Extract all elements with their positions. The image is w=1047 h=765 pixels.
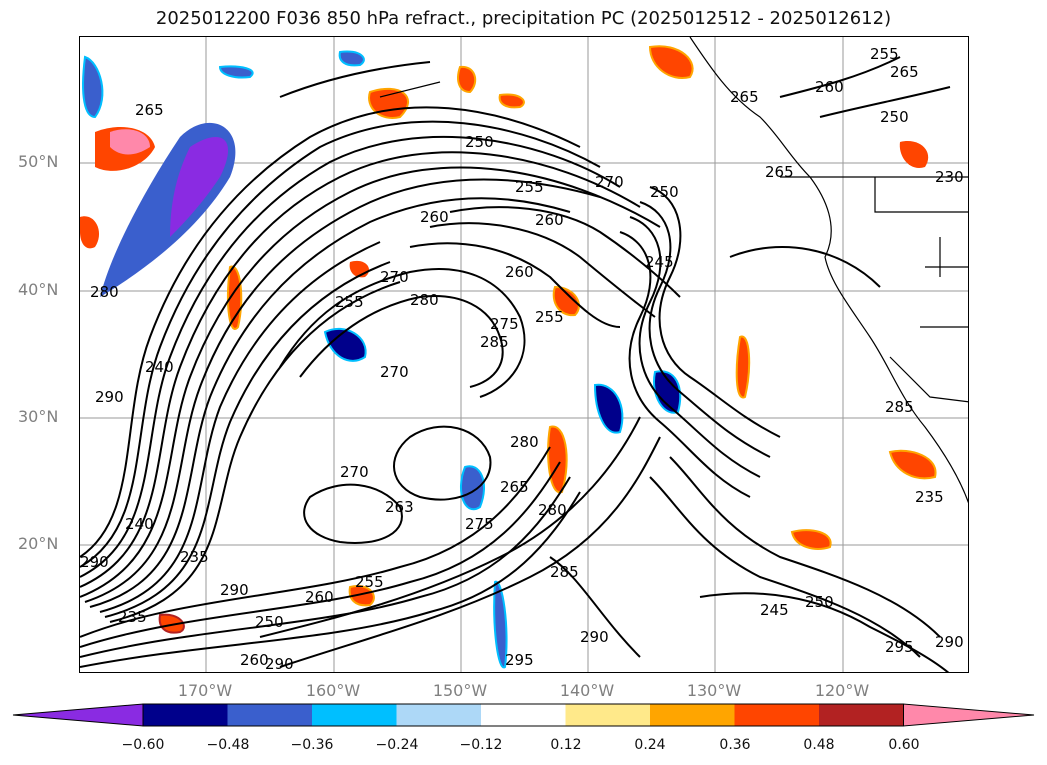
lat-label: 20°N: [18, 534, 59, 553]
contour-label: 240: [145, 358, 174, 376]
contour-label: 250: [255, 613, 284, 631]
contour-label: 260: [420, 208, 449, 226]
colorbar-border: [142, 703, 904, 727]
lat-label: 40°N: [18, 280, 59, 299]
lon-label: 160°W: [305, 681, 361, 700]
contour-label: 265: [500, 478, 529, 496]
contour-label: 295: [885, 638, 914, 656]
contour-label: 245: [645, 253, 674, 271]
lon-label: 130°W: [686, 681, 742, 700]
colorbar-tick-label: 0.60: [888, 737, 920, 753]
contour-label: 260: [535, 211, 564, 229]
map-plot-area[interactable]: 265 250 255 260 270 245 280 275 260 255 …: [79, 36, 969, 673]
contour-label: 285: [885, 398, 914, 416]
contour-label: 235: [118, 608, 147, 626]
map-canvas: 265 250 255 260 270 245 280 275 260 255 …: [80, 37, 968, 673]
lon-label: 120°W: [814, 681, 870, 700]
colorbar-cell: [481, 704, 566, 726]
coastline: [379, 37, 968, 504]
contour-label: 270: [380, 363, 409, 381]
contour-label: 263: [385, 498, 414, 516]
colorbar-cell: [396, 704, 481, 726]
colorbar-cell: [227, 704, 312, 726]
contour-label: 255: [335, 293, 364, 311]
contour-label: 260: [305, 588, 334, 606]
contour-label: 295: [505, 651, 534, 669]
contour-label: 285: [480, 333, 509, 351]
colorbar-tick-label: 0.48: [803, 737, 835, 753]
colorbar-tick-label: −0.36: [290, 737, 334, 753]
colorbar-cell: [565, 704, 650, 726]
colorbar-tick-label: −0.48: [206, 737, 250, 753]
graticule: [80, 37, 968, 672]
colorbar-tick-label: 0.12: [550, 737, 582, 753]
contour-label: 265: [730, 88, 759, 106]
contour-label: 265: [890, 63, 919, 81]
contour-label: 240: [125, 515, 154, 533]
contour-label: 250: [465, 133, 494, 151]
contour-label: 260: [240, 651, 269, 669]
colorbar-tick-label: −0.12: [459, 737, 503, 753]
contour-label: 255: [870, 45, 899, 63]
contour-label: 250: [650, 183, 679, 201]
colorbar: [12, 703, 1035, 727]
contour-label: 270: [595, 173, 624, 191]
contour-label: 235: [180, 548, 209, 566]
contour-label: 275: [465, 515, 494, 533]
contour-label: 280: [510, 433, 539, 451]
colorbar-tick-label: −0.24: [375, 737, 419, 753]
contour-label: 290: [95, 388, 124, 406]
contour-label: 235: [915, 488, 944, 506]
colorbar-cell: [819, 704, 904, 726]
contour-label: 270: [380, 268, 409, 286]
contour-label: 290: [580, 628, 609, 646]
colorbar-cell: [312, 704, 397, 726]
colorbar-extend-min: [12, 703, 144, 727]
colorbar-extend-max: [903, 703, 1035, 727]
colorbar-tick-label: 0.36: [719, 737, 751, 753]
contour-label: 260: [505, 263, 534, 281]
contour-label: 255: [355, 573, 384, 591]
contour-label: 290: [80, 553, 109, 571]
contour-label: 285: [550, 563, 579, 581]
contour-label: 270: [340, 463, 369, 481]
contour-label: 265: [135, 101, 164, 119]
colorbar-cell: [734, 704, 819, 726]
contour-label: 255: [515, 178, 544, 196]
map-title: 2025012200 F036 850 hPa refract., precip…: [155, 8, 892, 29]
contour-labels: 265 250 255 260 270 245 280 275 260 255 …: [80, 45, 964, 673]
lat-label: 30°N: [18, 407, 59, 426]
contour-label: 265: [765, 163, 794, 181]
colorbar-cell: [650, 704, 735, 726]
refractivity-contours: [80, 56, 951, 672]
lon-label: 150°W: [432, 681, 488, 700]
contour-label: 280: [538, 501, 567, 519]
contour-label: 245: [760, 601, 789, 619]
contour-label: 250: [805, 593, 834, 611]
contour-label: 275: [490, 315, 519, 333]
lon-label: 140°W: [559, 681, 615, 700]
lat-label: 50°N: [18, 152, 59, 171]
contour-label: 290: [220, 581, 249, 599]
contour-label: 280: [90, 283, 119, 301]
lon-label: 170°W: [177, 681, 233, 700]
contour-label: 290: [935, 633, 964, 651]
contour-label: 230: [935, 168, 964, 186]
contour-label: 250: [880, 108, 909, 126]
contour-label: 280: [410, 291, 439, 309]
contour-label: 290: [265, 655, 294, 673]
contour-label: 260: [815, 78, 844, 96]
precipitation-shading: [80, 45, 937, 669]
colorbar-cell: [143, 704, 228, 726]
colorbar-tick-label: 0.24: [634, 737, 666, 753]
colorbar-tick-label: −0.60: [121, 737, 165, 753]
contour-label: 255: [535, 308, 564, 326]
